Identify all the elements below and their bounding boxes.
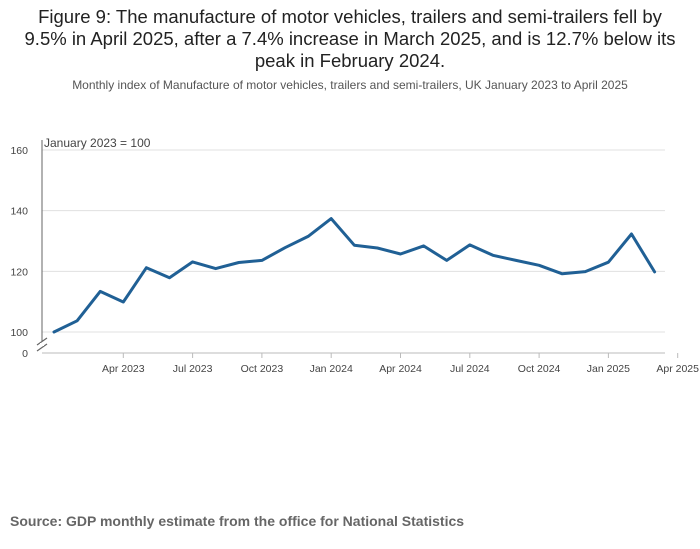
series-line: [52, 217, 657, 334]
data-point: [98, 289, 102, 293]
gridlines: [42, 149, 665, 333]
data-point: [52, 330, 56, 334]
x-tick-label: Apr 2024: [379, 363, 422, 375]
data-point: [352, 243, 356, 247]
data-point: [306, 234, 310, 238]
data-point: [491, 253, 495, 257]
data-point: [329, 217, 333, 221]
data-point: [514, 258, 518, 262]
y-tick-label: 120: [10, 266, 28, 278]
x-tick-label: Jul 2024: [450, 363, 490, 375]
data-point: [121, 300, 125, 304]
y-tick-label: 100: [10, 327, 28, 339]
data-point: [144, 266, 148, 270]
data-point: [168, 276, 172, 280]
data-point: [214, 267, 218, 271]
y-axis-ticks: 0 100 120 140 160: [10, 145, 28, 360]
source-note: Source: GDP monthly estimate from the of…: [10, 513, 465, 529]
data-point: [606, 260, 610, 264]
chart-annotation: January 2023 = 100: [44, 136, 151, 150]
data-point: [537, 263, 541, 267]
chart-subtitle: Monthly index of Manufacture of motor ve…: [72, 78, 628, 92]
data-point: [375, 246, 379, 250]
axis-break-mark: [36, 343, 48, 352]
axes: [36, 140, 665, 354]
x-tick-label: Jul 2023: [173, 363, 213, 375]
data-point: [630, 232, 634, 236]
data-point: [583, 270, 587, 274]
data-point: [237, 261, 241, 265]
data-point: [399, 252, 403, 256]
chart-title: Figure 9: The manufacture of motor vehic…: [24, 6, 676, 71]
data-point: [260, 258, 264, 262]
line-chart: January 2023 = 100 0 100 120 140 160 Apr 202…: [10, 136, 699, 375]
y-tick-label: 140: [10, 206, 28, 218]
data-point: [283, 246, 287, 250]
y-tick-label: 0: [22, 348, 28, 360]
data-point: [653, 270, 657, 274]
data-point: [560, 272, 564, 276]
data-point: [75, 319, 79, 323]
x-tick-label: Apr 2025: [656, 363, 699, 375]
y-tick-label: 160: [10, 145, 28, 157]
x-axis-ticks: Apr 2023 Jul 2023 Oct 2023 Jan 2024 Apr 2024…: [102, 353, 699, 375]
x-tick-label: Oct 2023: [241, 363, 284, 375]
data-point: [422, 244, 426, 248]
data-point: [191, 260, 195, 264]
axis-break-gap: [40, 343, 44, 346]
x-tick-label: Jan 2024: [310, 363, 353, 375]
data-point: [468, 243, 472, 247]
x-tick-label: Oct 2024: [518, 363, 561, 375]
x-tick-label: Apr 2023: [102, 363, 145, 375]
data-point: [445, 258, 449, 262]
axis-break-mark: [36, 337, 48, 346]
x-tick-label: Jan 2025: [587, 363, 630, 375]
